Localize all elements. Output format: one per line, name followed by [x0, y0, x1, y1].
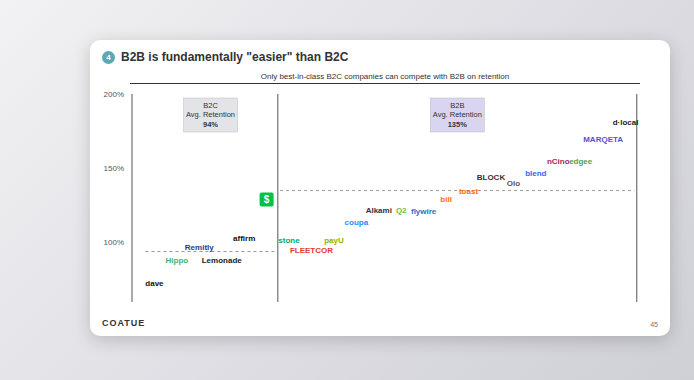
svg-text:200%: 200%: [104, 90, 124, 99]
svg-text:Avg. Retention: Avg. Retention: [433, 110, 482, 119]
svg-text:Hippo: Hippo: [166, 256, 189, 265]
svg-text:B2C: B2C: [203, 101, 218, 110]
svg-text:100%: 100%: [104, 238, 124, 247]
svg-text:Lemonade: Lemonade: [202, 256, 243, 265]
svg-text:d·local: d·local: [613, 118, 639, 127]
svg-text:bill: bill: [440, 195, 452, 204]
svg-text:flywire: flywire: [411, 207, 437, 216]
svg-text:toast: toast: [459, 187, 478, 196]
svg-text:edgee: edgee: [569, 157, 593, 166]
svg-text:$: $: [264, 194, 270, 205]
svg-text:Remitly: Remitly: [185, 243, 214, 252]
svg-text:94%: 94%: [203, 120, 218, 129]
svg-text:affirm: affirm: [233, 234, 255, 243]
html-text:COATUE: COATUE: [102, 318, 146, 328]
svg-text:Avg. Retention: Avg. Retention: [186, 110, 235, 119]
html-text:4: 4: [106, 52, 111, 62]
svg-text:dave: dave: [145, 279, 164, 288]
html-text:45: 45: [650, 321, 658, 328]
svg-text:blend: blend: [525, 169, 546, 178]
svg-text:BLOCK: BLOCK: [477, 173, 506, 182]
svg-text:MARQETA: MARQETA: [583, 135, 623, 144]
svg-text:Olo: Olo: [507, 179, 520, 188]
svg-text:B2B: B2B: [450, 101, 464, 110]
svg-text:nCino: nCino: [547, 157, 570, 166]
svg-text:payU: payU: [324, 236, 344, 245]
html-text:B2B is fundamentally "easier": B2B is fundamentally "easier" than B2C: [121, 50, 349, 64]
svg-text:135%: 135%: [448, 120, 468, 129]
svg-text:stone: stone: [278, 236, 300, 245]
html-text:Only best-in-class B2C compani: Only best-in-class B2C companies can com…: [260, 72, 510, 81]
svg-text:FLEETCOR: FLEETCOR: [290, 246, 333, 255]
svg-text:Q2: Q2: [396, 206, 407, 215]
svg-text:Alkami: Alkami: [366, 206, 392, 215]
svg-text:coupa: coupa: [345, 218, 369, 227]
svg-text:150%: 150%: [104, 164, 124, 173]
